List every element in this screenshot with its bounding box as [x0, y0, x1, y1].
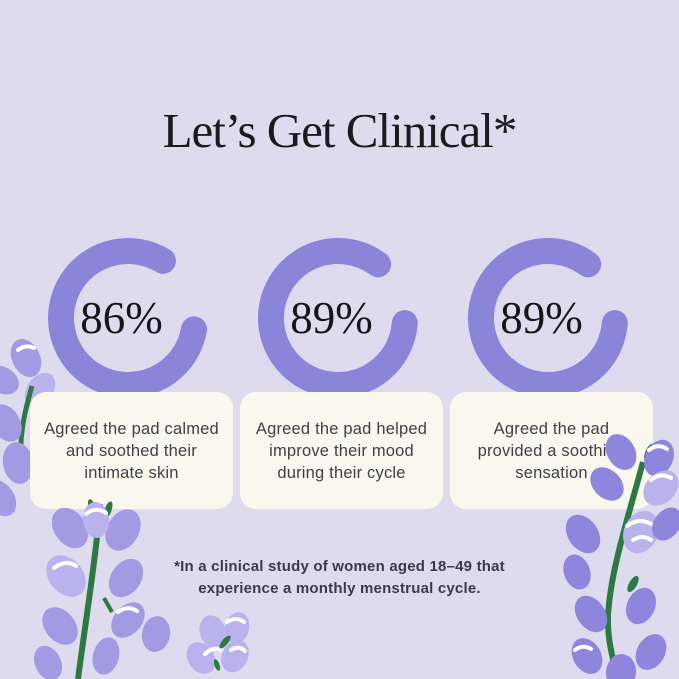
donut-chart-3: 89% — [467, 238, 628, 398]
donut-ring-icon — [467, 238, 628, 398]
footnote: *In a clinical study of women aged 18–49… — [174, 558, 505, 597]
stat-description: Agreed the pad calmed and soothed their … — [44, 419, 219, 482]
lavender-sprig-bottom-left-icon — [33, 499, 171, 679]
stat-column-3: 89% Agreed the pad provided a soothing s… — [450, 238, 653, 509]
donut-ring-icon — [47, 238, 208, 398]
stat-description: Agreed the pad helped improve their mood… — [255, 419, 428, 482]
stat-card: Agreed the pad helped improve their mood… — [240, 392, 443, 509]
donut-percent-label: 89% — [500, 293, 583, 343]
stat-card: Agreed the pad calmed and soothed their … — [30, 392, 233, 509]
stat-card: Agreed the pad provided a soothing sensa… — [450, 392, 653, 509]
stat-column-2: 89% Agreed the pad helped improve their … — [240, 238, 443, 509]
donut-percent-label: 89% — [290, 293, 373, 343]
stat-description: Agreed the pad provided a soothing sensa… — [477, 419, 626, 482]
stats-row: 86% Agreed the pad calmed and soothed th… — [30, 238, 653, 509]
donut-ring-icon — [257, 238, 418, 398]
donut-chart-1: 86% — [47, 238, 208, 398]
stat-column-1: 86% Agreed the pad calmed and soothed th… — [30, 238, 233, 509]
page-title: Let’s Get Clinical* — [162, 103, 518, 158]
donut-percent-label: 86% — [80, 293, 163, 343]
lavender-sprig-bottom-center-icon — [186, 612, 250, 674]
donut-chart-2: 89% — [257, 238, 418, 398]
